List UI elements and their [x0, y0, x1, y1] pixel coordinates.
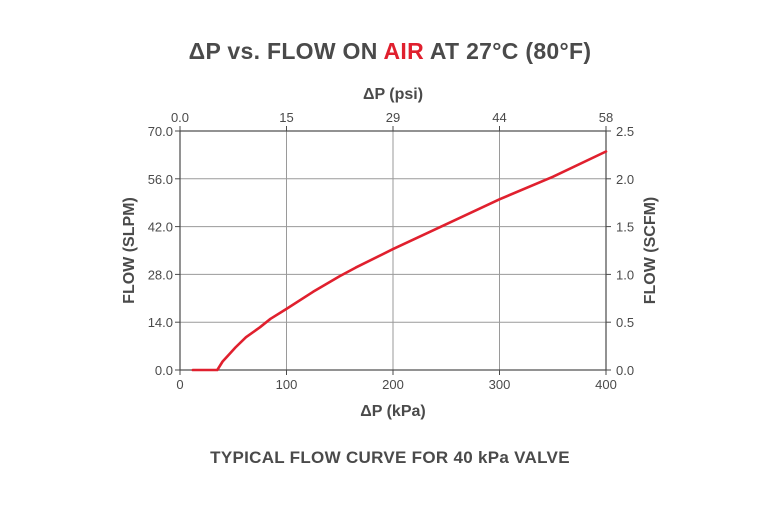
chart-title-part: ΔP vs. FLOW ON	[188, 38, 384, 64]
flow-curve-point	[551, 175, 554, 178]
y-right-tick-label: 1.5	[616, 220, 634, 235]
chart-title: ΔP vs. FLOW ON AIR AT 27°C (80°F)	[0, 38, 780, 65]
x-axis-label: ΔP (kPa)	[360, 403, 425, 420]
flow-curve-point	[269, 317, 272, 320]
x-tick-label: 200	[382, 377, 404, 392]
grid-layer	[180, 131, 606, 370]
y-tick-label: 70.0	[148, 124, 173, 139]
x-top-tick-label: 15	[279, 110, 293, 125]
y-right-tick-label: 2.0	[616, 172, 634, 187]
series-layer	[191, 150, 608, 372]
flow-curve-point	[259, 326, 261, 329]
y-tick-label: 56.0	[148, 172, 173, 187]
x-tick-label: 0	[176, 377, 183, 392]
x-top-tick-label: 29	[386, 110, 400, 125]
flow-curve-point	[285, 308, 288, 310]
flow-curve-point	[445, 223, 448, 226]
chart-caption: TYPICAL FLOW CURVE FOR 40 kPa VALVE	[210, 448, 570, 467]
flow-curve-point	[221, 360, 224, 363]
y-right-axis-label: FLOW (SCFM)	[642, 197, 659, 305]
flow-curve-point	[605, 150, 607, 153]
flow-curve-point	[191, 369, 194, 371]
flow-curve-line	[191, 150, 608, 372]
flow-curve-point	[498, 198, 501, 201]
x-top-tick-label: 58	[599, 110, 613, 125]
y-tick-label: 42.0	[148, 220, 173, 235]
y-tick-label: 0.0	[155, 363, 173, 378]
y-right-tick-label: 0.0	[616, 363, 634, 378]
chart-title-accent: AIR	[383, 38, 425, 64]
flow-curve-point	[234, 346, 237, 349]
flow-curve-point	[216, 369, 219, 371]
x-tick-label: 400	[595, 377, 617, 392]
axes-layer	[175, 126, 611, 375]
flow-curve-point	[338, 275, 341, 277]
y-tick-label: 28.0	[148, 267, 173, 282]
x-tick-label: 100	[276, 377, 298, 392]
y-right-tick-label: 1.0	[616, 267, 634, 282]
flow-curve-point	[354, 266, 357, 269]
y-right-tick-label: 2.5	[616, 124, 634, 139]
y-axis-label: FLOW (SLPM)	[121, 197, 138, 304]
x-top-tick-label: 0.0	[171, 110, 189, 125]
chart-title-part-end: AT 27°C (80°F)	[424, 38, 592, 64]
y-tick-label: 14.0	[148, 315, 173, 330]
flow-curve-point	[392, 248, 394, 250]
x-top-tick-label: 44	[492, 110, 506, 125]
x-top-axis-label: ΔP (psi)	[363, 86, 423, 103]
flow-curve-point	[312, 291, 314, 293]
flow-curve-point	[245, 336, 247, 339]
y-right-tick-label: 0.5	[616, 315, 634, 330]
flow-curve-point	[227, 354, 229, 357]
x-tick-label: 300	[489, 377, 511, 392]
